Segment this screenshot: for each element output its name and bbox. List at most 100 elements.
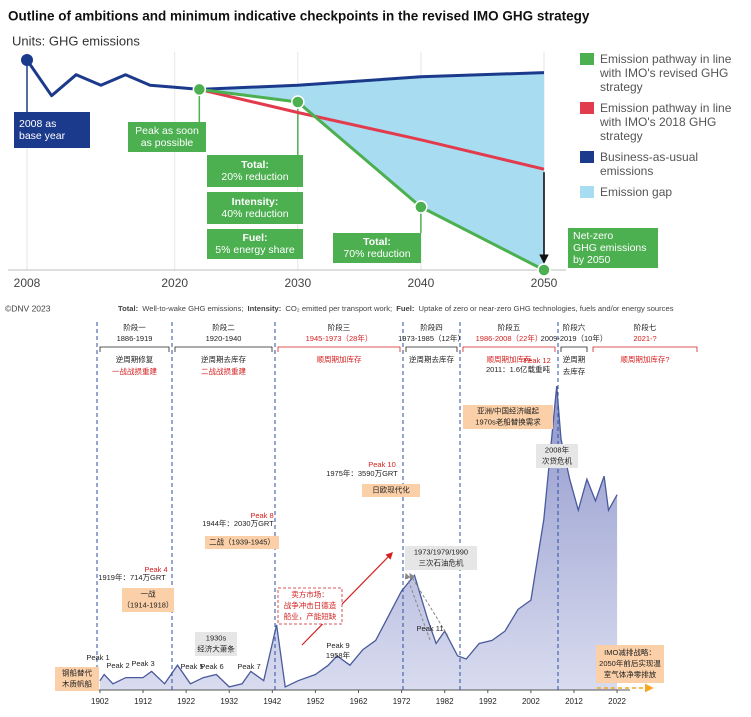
point: [21, 54, 33, 66]
annotation-text: 战争冲击日德造: [284, 600, 337, 610]
x-tick-label: 1972: [393, 697, 411, 706]
legend-item: Emission gap: [580, 185, 745, 199]
peak-label: Peak 5: [180, 662, 203, 671]
legend-label: Emission pathway in line with IMO's 2018…: [600, 101, 732, 143]
stage-period: 1886-1919: [117, 334, 153, 343]
x-tick-label: 2012: [565, 697, 583, 706]
point: [537, 263, 551, 277]
annotation-box: [128, 122, 206, 152]
legend-item: Emission pathway in line with IMO's 2018…: [580, 101, 745, 143]
x-tick-label: 2050: [531, 276, 558, 290]
x-tick-label: 1992: [479, 697, 497, 706]
legend-swatch: [580, 53, 594, 65]
annotation-box: [362, 484, 420, 497]
stage-bracket: [560, 346, 588, 352]
annotation-box: [195, 632, 237, 656]
peak-label: Peak 9: [326, 641, 349, 650]
stage-name: 阶段二: [212, 322, 235, 332]
annotation-text: 室气体净零排放: [604, 669, 657, 679]
annotation-text: 2050年前后实现温: [599, 658, 661, 668]
annotation-box: [277, 587, 343, 625]
annotation-box: [207, 229, 303, 259]
annotation-text: 钢船替代: [62, 667, 92, 677]
x-tick-label: 2020: [161, 276, 188, 290]
annotation-box: [568, 228, 658, 268]
series-line: [198, 87, 545, 171]
peak-label: Peak 3: [131, 659, 154, 668]
stage-name: 阶段五: [498, 322, 521, 332]
annotation-text: 次贷危机: [542, 455, 572, 465]
x-tick-label: 1922: [177, 697, 195, 706]
annotation-text: GHG emissions: [573, 242, 647, 254]
peak-label: Peak 1: [86, 653, 109, 662]
annotation-box: [405, 546, 477, 570]
stage-desc: 逆周期去库存: [409, 354, 454, 364]
legend-label: Business-as-usual emissions: [600, 150, 699, 178]
annotation-box: [205, 536, 279, 549]
annotation-text: 2011：1.6亿载重吨: [486, 364, 551, 374]
annotation-box: [207, 155, 303, 187]
stage-period: 1945-1973（28年）: [306, 333, 373, 343]
x-tick-label: 1942: [263, 697, 281, 706]
x-tick-label: 2008: [14, 276, 41, 290]
peak-label: Peak 12: [523, 356, 551, 365]
peak-label: Peak 8: [250, 511, 273, 520]
annotation-text: 1973/1979/1990: [414, 547, 468, 556]
point: [414, 200, 428, 214]
annotation-text: 木质帆船: [62, 678, 92, 688]
annotation-text: as possible: [141, 137, 194, 149]
annotation-text: 一战: [141, 588, 156, 598]
stage-period: 1986-2008（22年）: [476, 333, 543, 343]
note-text: CO₂ emitted per transport work;: [285, 304, 392, 313]
annotation-text: 亚洲/中国经济崛起: [477, 405, 540, 415]
stage-desc: 逆周期: [563, 354, 586, 364]
stage-desc: 逆周期去库存: [201, 354, 246, 364]
annotation-text: 1970s老船替换需求: [475, 416, 541, 426]
arrow: [404, 572, 431, 641]
x-tick-label: 1902: [91, 697, 109, 706]
note-label: Fuel:: [396, 304, 414, 313]
annotation-text: 1944年：2030万GRT: [202, 518, 274, 528]
legend-swatch: [580, 151, 594, 163]
stage-desc: 顺周期加库存: [317, 354, 362, 364]
stage-name: 阶段七: [634, 322, 657, 332]
point: [291, 95, 305, 109]
legend-item: Business-as-usual emissions: [580, 150, 745, 178]
annotation-text: 2008 as: [19, 118, 56, 130]
x-tick-label: 1912: [134, 697, 152, 706]
annotation-text: base year: [19, 130, 66, 142]
series-line: [199, 87, 545, 272]
annotation-box: [207, 192, 303, 224]
stage-bracket: [99, 346, 170, 352]
stage-desc: 顺周期加库存?: [620, 354, 669, 364]
annotation-text: 40% reduction: [221, 208, 288, 220]
x-tick-label: 2002: [522, 697, 540, 706]
peak-label: Peak 10: [368, 460, 396, 469]
legend-label: Emission pathway in line with IMO's revi…: [600, 52, 732, 94]
peak-label: Peak 7: [237, 662, 260, 671]
stage-name: 阶段六: [563, 322, 586, 332]
note-label: Intensity:: [248, 304, 282, 313]
annotation-box: [333, 233, 421, 263]
legend-label: Emission gap: [600, 185, 673, 199]
annotation-text: 20% reduction: [221, 171, 288, 183]
arrow: [409, 572, 449, 637]
annotation-text: 船业，产能短缺: [284, 611, 337, 621]
annotation-text: Net-zero: [573, 230, 613, 242]
annotation-text: 70% reduction: [343, 248, 410, 260]
annotation-box: [536, 444, 578, 468]
annotation-box: [14, 112, 90, 148]
annotation-text: Fuel:: [242, 232, 267, 244]
annotation-text: （1914-1918）: [123, 600, 174, 609]
arrow: [301, 551, 394, 646]
stage-period: 1973-1985（12年）: [398, 333, 465, 343]
annotation-text: 1930s: [206, 633, 227, 642]
annotation-text: 2008年: [545, 444, 570, 454]
annotation-box: [463, 405, 553, 429]
annotation-text: Peak as soon: [135, 125, 199, 137]
x-tick-label: 2022: [608, 697, 626, 706]
area-line: [99, 386, 618, 688]
point: [192, 82, 207, 97]
annotation-text: 经济大萧条: [197, 643, 235, 653]
